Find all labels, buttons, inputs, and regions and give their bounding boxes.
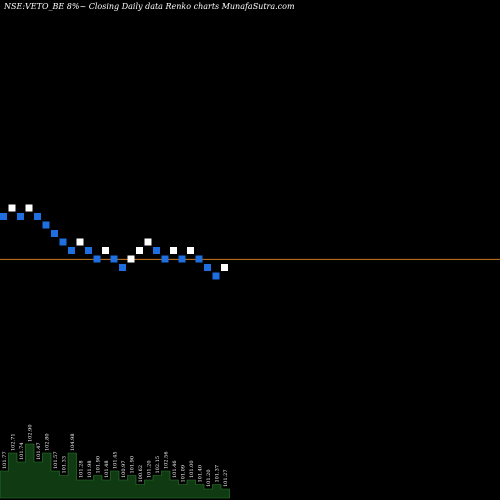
volume-label: 101.48 bbox=[104, 461, 110, 479]
chart-title: NSE:VETO_BE 8%~ Closing Daily data Renko… bbox=[3, 2, 295, 11]
down-brick bbox=[195, 255, 203, 263]
up-brick bbox=[102, 247, 109, 254]
volume-label: 100.62 bbox=[138, 465, 144, 483]
volume-area-path bbox=[0, 443, 230, 499]
down-brick bbox=[161, 255, 169, 263]
volume-label: 101.47 bbox=[36, 443, 42, 461]
down-brick bbox=[51, 230, 58, 237]
volume-label: 101.20 bbox=[206, 470, 212, 488]
volume-label: 102.56 bbox=[164, 452, 170, 470]
down-brick bbox=[93, 255, 101, 263]
up-brick bbox=[136, 247, 143, 254]
up-brick bbox=[127, 255, 135, 263]
up-brick bbox=[144, 238, 152, 246]
volume-label: 101.90 bbox=[96, 456, 102, 474]
volume-label: 101.98 bbox=[87, 461, 93, 479]
volume-label: 102.71 bbox=[11, 434, 17, 452]
down-brick bbox=[212, 272, 220, 280]
volume-label: 101.37 bbox=[215, 465, 221, 483]
up-brick bbox=[25, 204, 33, 212]
volume-label: 101.28 bbox=[79, 461, 85, 479]
volume-label: 101.00 bbox=[189, 461, 195, 479]
down-brick bbox=[204, 264, 211, 271]
volume-area bbox=[0, 443, 230, 499]
down-brick bbox=[110, 255, 118, 263]
volume-label: 101.20 bbox=[147, 461, 153, 479]
down-brick bbox=[153, 247, 160, 254]
down-brick bbox=[34, 213, 41, 220]
volume-label: 101.57 bbox=[53, 452, 59, 470]
down-brick bbox=[0, 213, 7, 220]
volume-label: 102.90 bbox=[28, 425, 34, 443]
volume-label: 101.27 bbox=[223, 470, 229, 488]
volume-label: 101.45 bbox=[113, 452, 119, 470]
down-brick bbox=[85, 247, 92, 254]
down-brick bbox=[178, 255, 186, 263]
down-brick bbox=[17, 213, 24, 220]
volume-label: 102.15 bbox=[155, 456, 161, 474]
volume-label: 101.40 bbox=[198, 465, 204, 483]
up-brick bbox=[170, 247, 177, 254]
renko-bricks bbox=[0, 204, 228, 280]
volume-label: 104.98 bbox=[70, 434, 76, 452]
up-brick bbox=[221, 264, 228, 271]
volume-label: 101.09 bbox=[181, 465, 187, 483]
up-brick bbox=[76, 238, 84, 246]
volume-label: 101.46 bbox=[172, 461, 178, 479]
up-brick bbox=[187, 247, 194, 254]
up-brick bbox=[8, 204, 16, 212]
volume-label: 101.33 bbox=[62, 456, 68, 474]
down-brick bbox=[119, 264, 126, 271]
volume-label: 102.80 bbox=[45, 434, 51, 452]
volume-label: 101.90 bbox=[130, 456, 136, 474]
volume-label: 101.77 bbox=[2, 452, 8, 470]
volume-label: 100.97 bbox=[121, 461, 127, 479]
down-brick bbox=[59, 238, 67, 246]
volume-labels: 101.77102.71101.74102.90101.47102.80101.… bbox=[2, 425, 229, 488]
volume-label: 101.74 bbox=[19, 443, 25, 461]
down-brick bbox=[68, 247, 75, 254]
down-brick bbox=[42, 221, 50, 229]
